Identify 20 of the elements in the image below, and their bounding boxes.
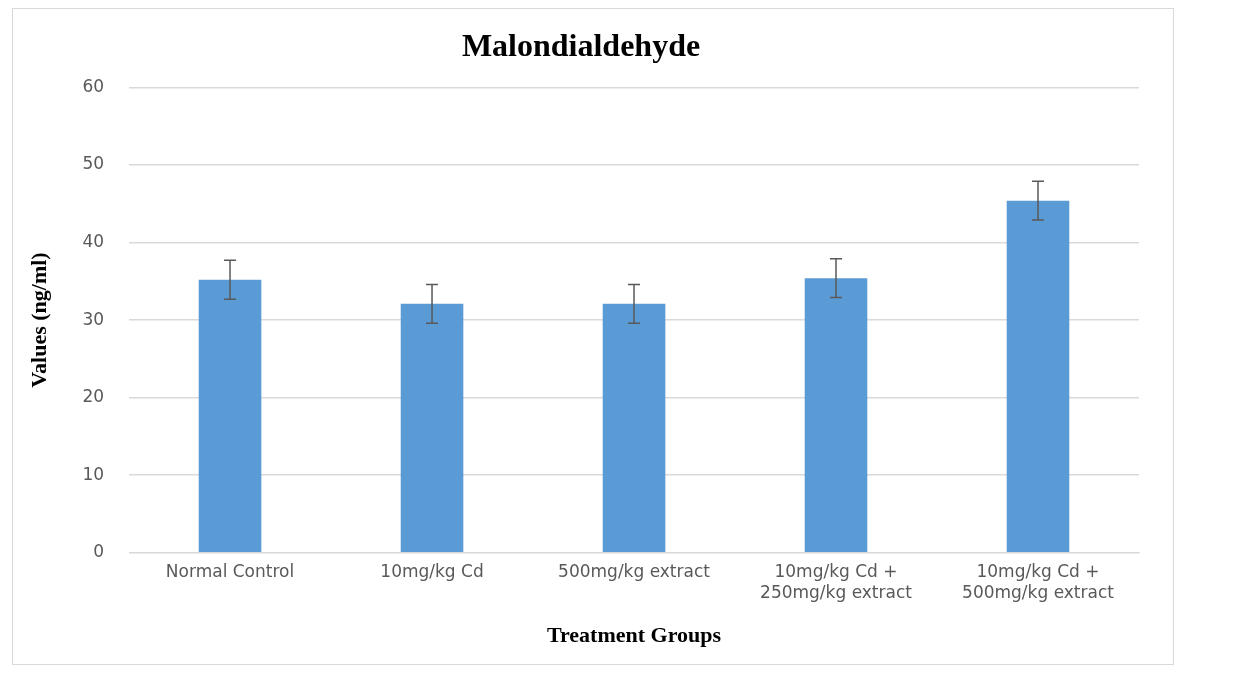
y-tick-label: 0 [93, 541, 105, 562]
y-tick-label: 30 [82, 308, 105, 329]
y-tick-label: 60 [82, 75, 105, 96]
bar [804, 278, 868, 553]
y-tick-label: 50 [82, 153, 105, 174]
x-tick-label: 10mg/kg Cd + 250mg/kg extract [760, 561, 913, 602]
x-tick-label: 10mg/kg Cd [380, 561, 484, 582]
y-tick-label: 40 [82, 230, 105, 251]
bar [400, 303, 464, 553]
x-tick-label: 500mg/kg extract [558, 561, 711, 582]
x-axis-title: Treatment Groups [546, 622, 722, 648]
y-tick-label: 10 [82, 463, 105, 484]
chart-title: Malondialdehyde [461, 27, 701, 64]
bar [1006, 200, 1070, 553]
y-tick-label: 20 [82, 386, 105, 407]
x-tick-label: Normal Control [165, 561, 295, 582]
bar [602, 303, 666, 553]
x-tick-label: 10mg/kg Cd + 500mg/kg extract [962, 561, 1115, 602]
y-axis-title: Values (ng/ml) [25, 252, 51, 388]
bar [198, 279, 262, 553]
